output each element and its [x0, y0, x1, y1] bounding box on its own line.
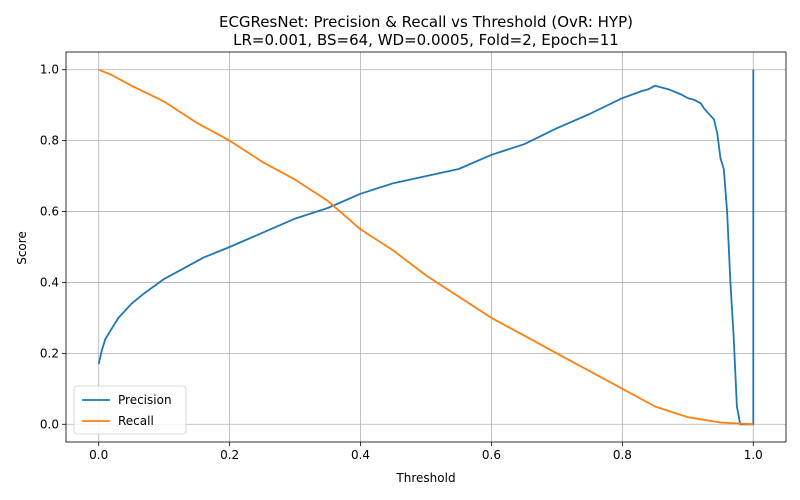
ticks: 0.0 0.2 0.4 0.6 0.8 1.0 0.0 0.2 0.4 0.6 0.8 1.0	[40, 63, 763, 462]
y-axis-label: Score	[15, 231, 29, 265]
legend-box	[73, 385, 187, 435]
series-line-precision	[97, 69, 755, 426]
chart-subtitle: LR=0.001, BS=64, WD=0.0005, Fold=2, Epoc…	[233, 31, 619, 49]
grid	[66, 52, 786, 442]
legend: Precision Recall	[73, 385, 187, 435]
y-tick-label: 0.8	[40, 134, 59, 148]
series-line-recall	[98, 68, 754, 426]
x-tick-label: 0.8	[613, 448, 632, 462]
plot-frame	[65, 51, 787, 443]
x-tick-label: 0.0	[89, 448, 108, 462]
x-tick-label: 0.6	[482, 448, 501, 462]
x-axis-label: Threshold	[395, 471, 455, 485]
y-tick-label: 1.0	[40, 63, 59, 77]
x-tick-label: 1.0	[744, 448, 763, 462]
y-tick-label: 0.4	[40, 275, 59, 289]
chart-title: ECGResNet: Precision & Recall vs Thresho…	[219, 13, 633, 31]
y-tick-label: 0.6	[40, 205, 59, 219]
y-tick-label: 0.2	[40, 346, 59, 360]
x-tick-label: 0.4	[351, 448, 370, 462]
legend-label: Recall	[118, 414, 154, 428]
x-tick-label: 0.2	[220, 448, 239, 462]
series-layer	[97, 68, 755, 426]
legend-label: Precision	[118, 393, 172, 407]
y-tick-label: 0.0	[40, 417, 59, 431]
